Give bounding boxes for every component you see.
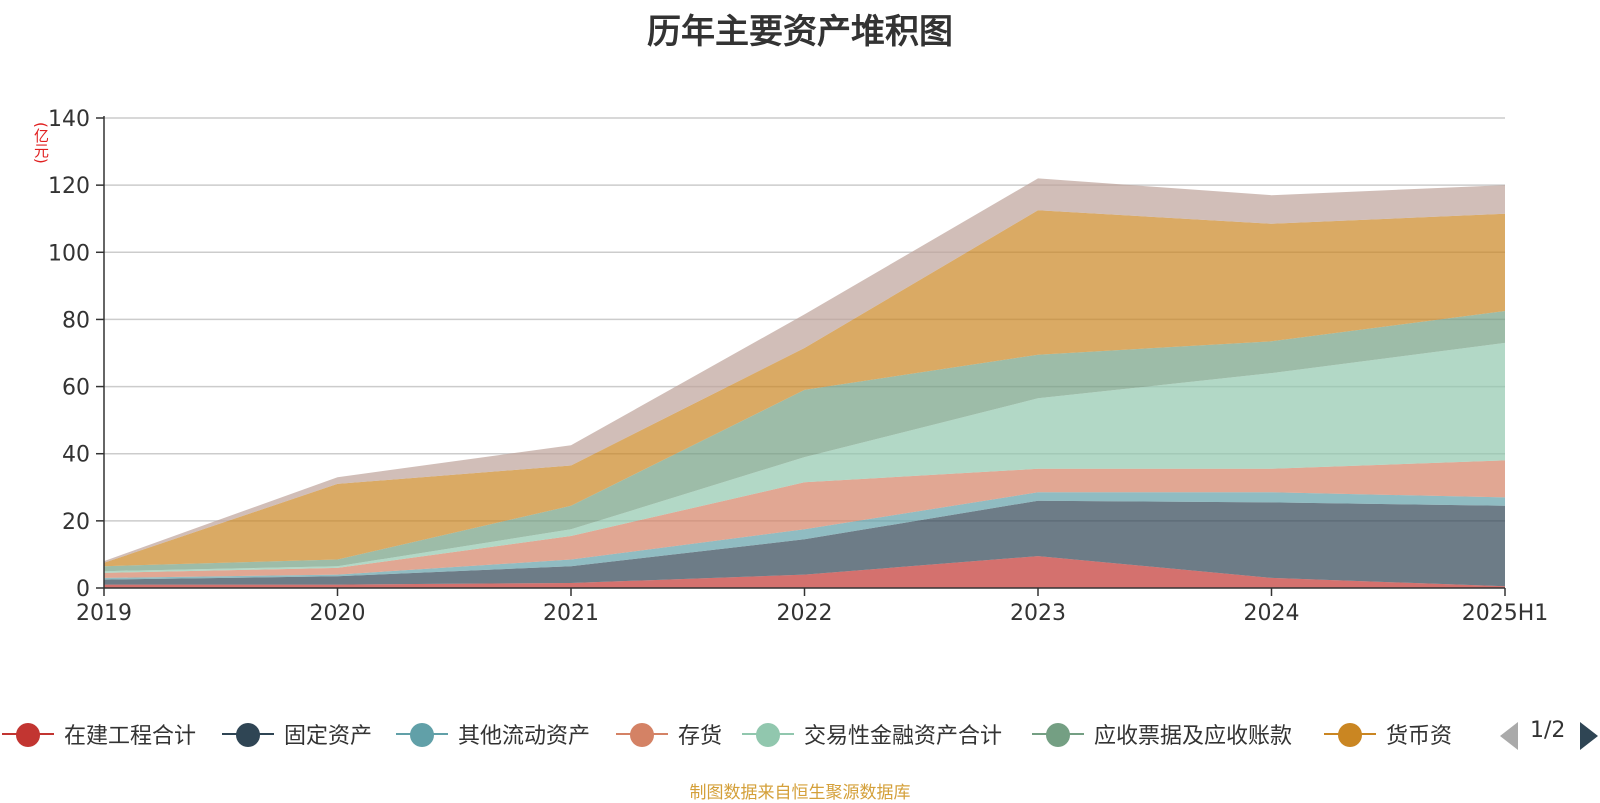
legend-swatch-icon [616,712,668,756]
area-series-1[interactable] [104,500,1505,587]
legend-pager: 1/2 [1500,712,1600,756]
legend-label: 固定资产 [284,724,373,749]
legend-label: 货币资 [1386,724,1453,749]
stacked-area-chart: 0 20 40 60 80 100 120 140 2019 2020 2021 2022 2023 20… [48,107,1548,626]
legend-label: 存货 [678,724,723,749]
legend-item-0[interactable]: 在建工程合计 [2,712,196,756]
legend-item-1[interactable]: 固定资产 [222,712,372,756]
legend-swatch-icon [1324,712,1376,756]
legend-label: 交易性金融资产合计 [804,724,1003,749]
x-tick-label: 2024 [1244,601,1300,626]
legend: 在建工程合计 固定资产 其他流动资产 存货 交易性金融资产合计 应收票据及应收账… [0,712,1600,756]
x-tick-label: 2020 [310,601,366,626]
pager-prev-arrow-icon[interactable] [1500,722,1518,750]
area-series-4[interactable] [104,342,1505,573]
legend-item-2[interactable]: 其他流动资产 [396,712,590,756]
legend-item-3[interactable]: 存货 [616,712,722,756]
area-series-layer [104,178,1505,588]
axes: 0 20 40 60 80 100 120 140 2019 2020 2021 2022 2023 20… [48,107,1548,626]
x-tick-label: 2022 [777,601,833,626]
legend-label: 在建工程合计 [64,724,197,749]
y-tick-label: 40 [62,443,90,468]
legend-item-5[interactable]: 应收票据及应收账款 [1032,712,1292,756]
legend-swatch-icon [2,712,54,756]
area-series-7[interactable] [104,178,1505,563]
area-series-5[interactable] [104,311,1505,572]
x-tick-label: 2025H1 [1462,601,1549,626]
y-tick-label: 120 [48,174,90,199]
area-series-3[interactable] [104,460,1505,578]
x-tick-label: 2021 [543,601,599,626]
y-tick-label: 80 [62,308,90,333]
legend-swatch-icon [396,712,448,756]
y-tick-label: 0 [76,577,90,602]
y-axis-unit-label: (亿元) [32,122,50,164]
legend-label: 应收票据及应收账款 [1094,724,1293,749]
legend-swatch-icon [1032,712,1084,756]
y-tick-label: 20 [62,510,90,535]
legend-swatch-icon [222,712,274,756]
legend-swatch-icon [742,712,794,756]
x-tick-label: 2023 [1010,601,1066,626]
chart-title: 历年主要资产堆积图 [647,12,953,52]
area-series-0[interactable] [104,556,1505,588]
area-series-6[interactable] [104,210,1505,567]
x-tick-label: 2019 [76,601,132,626]
y-tick-label: 60 [62,376,90,401]
y-tick-label: 140 [48,107,90,132]
pager-next-arrow-icon[interactable] [1580,722,1598,750]
pager-page-indicator: 1/2 [1530,718,1566,743]
y-tick-label: 100 [48,241,90,266]
legend-item-4[interactable]: 交易性金融资产合计 [742,712,1002,756]
legend-label: 其他流动资产 [458,724,591,749]
data-source-note: 制图数据来自恒生聚源数据库 [689,783,911,803]
legend-item-6[interactable]: 货币资 [1324,712,1452,756]
area-series-2[interactable] [104,492,1505,580]
